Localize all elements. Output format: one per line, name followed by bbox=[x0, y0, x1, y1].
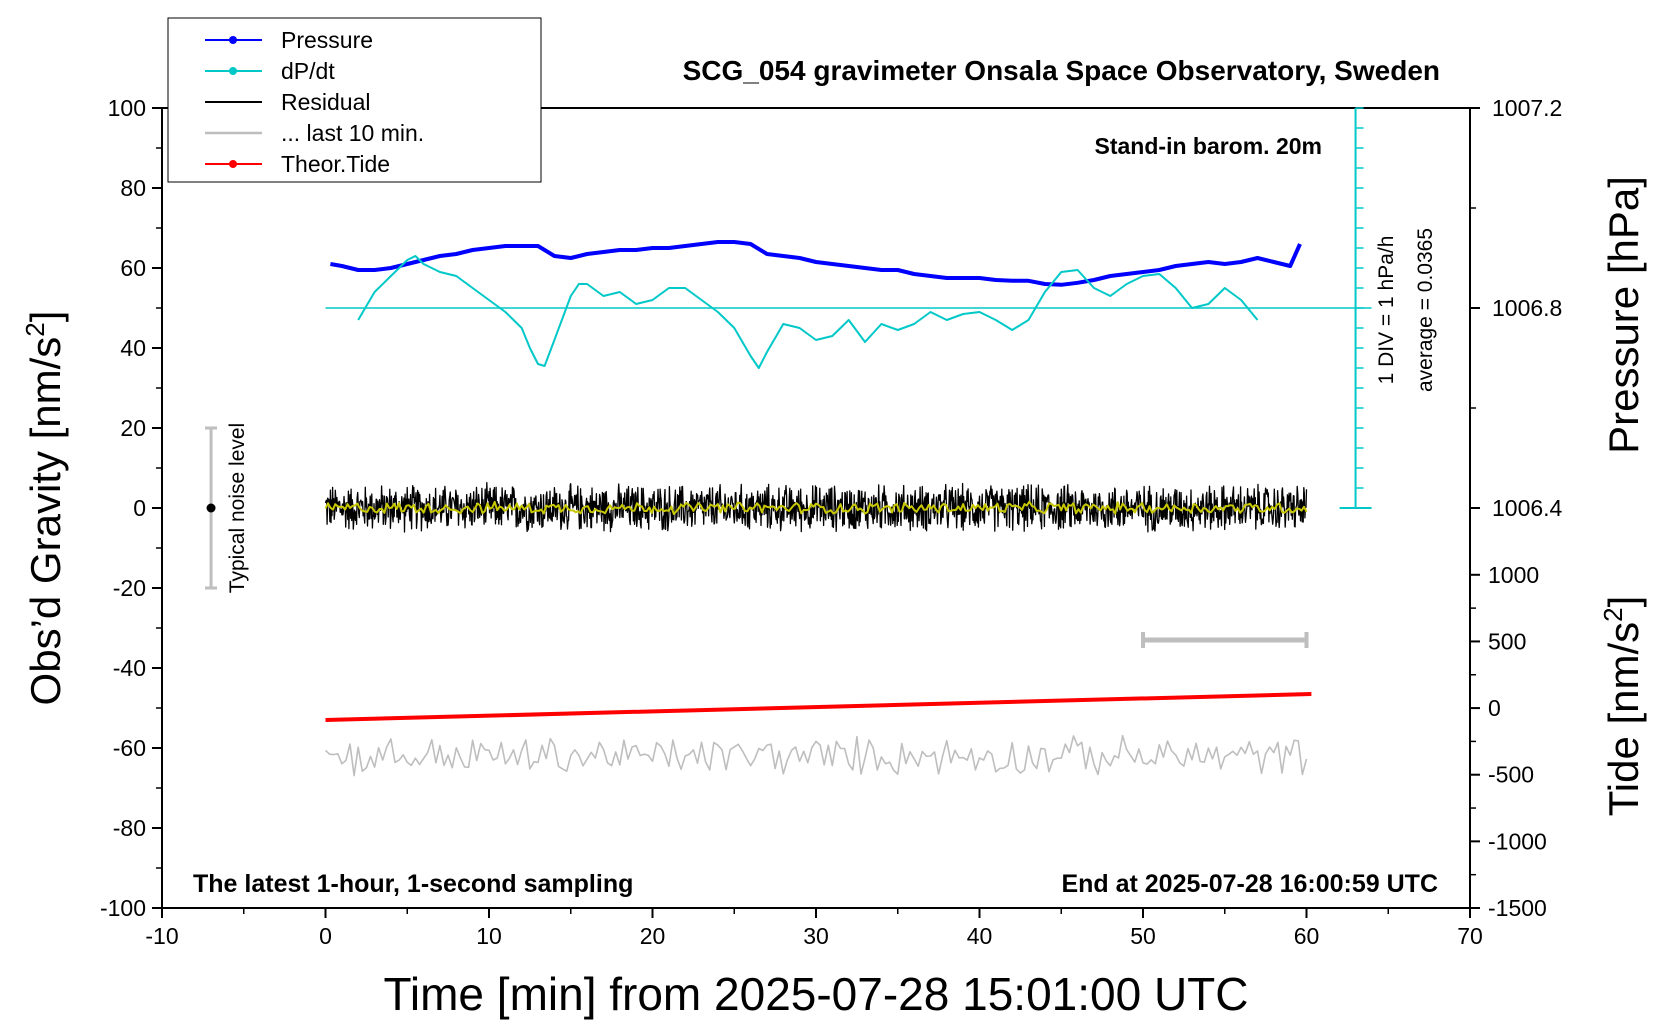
legend: Pressure dP/dt Residual ... last 10 min. The… bbox=[167, 17, 542, 183]
legend-swatch-marker bbox=[229, 160, 237, 168]
y-tick-label: -60 bbox=[113, 735, 146, 761]
left-y-title-main: Obs’d Gravity [nm/s bbox=[22, 337, 69, 706]
left-y-title-sup: 2 bbox=[20, 322, 50, 336]
tide-title-sup: 2 bbox=[1598, 607, 1628, 621]
legend-label: Residual bbox=[281, 89, 371, 115]
pressure-tick-label: 1006.8 bbox=[1492, 295, 1562, 321]
series-pressure bbox=[330, 240, 1302, 287]
x-tick-label: 0 bbox=[319, 923, 332, 949]
left-y-axis-title: Obs’d Gravity [nm/s2] bbox=[20, 311, 69, 706]
series-dp-dt bbox=[357, 255, 1259, 369]
pressure-axis: 1007.2 1006.8 1006.4 bbox=[1470, 95, 1563, 521]
pressure-axis-title: Pressure [hPa] bbox=[1600, 176, 1647, 454]
div-note: 1 DIV = 1 hPa/h bbox=[1375, 236, 1398, 385]
end-time-note: End at 2025-07-28 16:00:59 UTC bbox=[1061, 870, 1438, 898]
tide-title-main: Tide [nm/s bbox=[1600, 622, 1647, 817]
average-note: average = 0.0365 bbox=[1414, 228, 1437, 392]
y-tick-label: 40 bbox=[120, 335, 146, 361]
pressure-tick-label: 1007.2 bbox=[1492, 95, 1562, 121]
y-tick-label: 80 bbox=[120, 175, 146, 201]
left-y-axis: -100 -80 -60 -40 -20 0 20 40 60 80 100 bbox=[100, 95, 162, 921]
y-tick-label: 100 bbox=[108, 95, 146, 121]
x-tick-label: 10 bbox=[476, 923, 502, 949]
y-tick-label: 60 bbox=[120, 255, 146, 281]
x-axis: -10 0 10 20 30 40 50 60 70 bbox=[145, 908, 1483, 949]
tide-title-end: ] bbox=[1600, 596, 1647, 608]
y-tick-label: -20 bbox=[113, 575, 146, 601]
legend-label: dP/dt bbox=[281, 58, 335, 84]
tide-axis-title: Tide [nm/s2] bbox=[1598, 596, 1647, 817]
chart-title: SCG_054 gravimeter Onsala Space Observat… bbox=[683, 55, 1440, 86]
legend-swatch-marker bbox=[229, 36, 237, 44]
tide-tick-label: 500 bbox=[1488, 628, 1526, 654]
tide-tick-label: 0 bbox=[1488, 695, 1501, 721]
x-tick-label: -10 bbox=[145, 923, 178, 949]
y-tick-label: -40 bbox=[113, 655, 146, 681]
pressure-tick-label: 1006.4 bbox=[1492, 495, 1563, 521]
left-y-title-end: ] bbox=[22, 311, 69, 323]
legend-label: Theor.Tide bbox=[281, 151, 390, 177]
tide-tick-label: -1000 bbox=[1488, 828, 1547, 854]
sampling-note: The latest 1-hour, 1-second sampling bbox=[193, 870, 633, 898]
y-tick-label: 20 bbox=[120, 415, 146, 441]
legend-box bbox=[167, 17, 542, 183]
x-tick-label: 40 bbox=[967, 923, 993, 949]
x-tick-label: 30 bbox=[803, 923, 829, 949]
tide-tick-label: -500 bbox=[1488, 762, 1534, 788]
x-tick-label: 70 bbox=[1457, 923, 1483, 949]
y-tick-label: -80 bbox=[113, 815, 146, 841]
series-layer bbox=[324, 240, 1312, 777]
barometer-note: Stand-in barom. 20m bbox=[1095, 133, 1322, 159]
x-axis-title: Time [min] from 2025-07-28 15:01:00 UTC bbox=[384, 968, 1249, 1020]
y-tick-label: 0 bbox=[133, 495, 146, 521]
legend-label: Pressure bbox=[281, 27, 373, 53]
tide-tick-label: -1500 bbox=[1488, 895, 1547, 921]
noise-level-label: Typical noise level bbox=[226, 423, 249, 593]
x-tick-label: 60 bbox=[1294, 923, 1320, 949]
legend-label: ... last 10 min. bbox=[281, 120, 424, 146]
tide-axis: 1000 500 0 -500 -1000 -1500 bbox=[1470, 562, 1547, 921]
x-tick-label: 20 bbox=[640, 923, 666, 949]
series-residual-smoothed bbox=[324, 500, 1308, 515]
extras-layer bbox=[205, 426, 1309, 648]
tide-tick-label: 1000 bbox=[1488, 562, 1539, 588]
noise-bar-center bbox=[206, 503, 216, 513]
series-last-10-min bbox=[324, 734, 1308, 777]
y-tick-label: -100 bbox=[100, 895, 146, 921]
series-theor-tide bbox=[325, 692, 1312, 722]
legend-swatch-marker bbox=[229, 67, 237, 75]
x-tick-label: 50 bbox=[1130, 923, 1156, 949]
